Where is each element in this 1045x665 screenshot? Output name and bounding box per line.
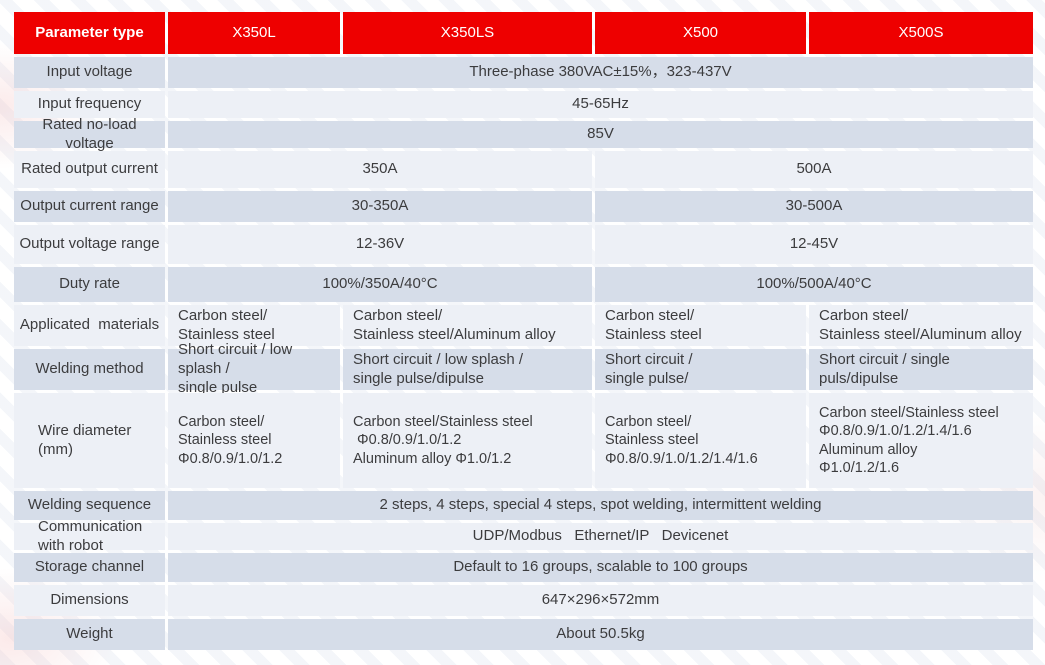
value-cell: 100%/350A/40°C bbox=[168, 267, 592, 302]
row-label-storage-channel: Storage channel bbox=[14, 553, 165, 582]
value-cell: 100%/500A/40°C bbox=[595, 267, 1033, 302]
header-cell-x500s: X500S bbox=[809, 12, 1033, 54]
value-cell: 45-65Hz bbox=[168, 91, 1033, 118]
value-cell: Three-phase 380VAC±15%，323-437V bbox=[168, 57, 1033, 88]
header-cell-x350l: X350L bbox=[168, 12, 340, 54]
value-cell: Default to 16 groups, scalable to 100 gr… bbox=[168, 553, 1033, 582]
header-cell-x500: X500 bbox=[595, 12, 806, 54]
header-cell-parameter-type: Parameter type bbox=[14, 12, 165, 54]
value-cell: 647×296×572mm bbox=[168, 585, 1033, 616]
row-label-weight: Weight bbox=[14, 619, 165, 650]
value-cell: 2 steps, 4 steps, special 4 steps, spot … bbox=[168, 491, 1033, 520]
value-cell: Carbon steel/ Stainless steel/Aluminum a… bbox=[343, 305, 592, 346]
row-label-wire-diameter: Wire diameter (mm) bbox=[14, 393, 165, 488]
row-label-welding-sequence: Welding sequence bbox=[14, 491, 165, 520]
value-cell: 85V bbox=[168, 121, 1033, 148]
value-cell: Carbon steel/Stainless steel Φ0.8/0.9/1.… bbox=[343, 393, 592, 488]
value-cell: 500A bbox=[595, 151, 1033, 188]
row-label-applicated-materials: Applicated materials bbox=[14, 305, 165, 346]
value-cell: 30-350A bbox=[168, 191, 592, 222]
value-cell: Carbon steel/ Stainless steel Φ0.8/0.9/1… bbox=[595, 393, 806, 488]
value-cell: About 50.5kg bbox=[168, 619, 1033, 650]
value-cell: Short circuit / single puls/dipulse bbox=[809, 349, 1033, 390]
row-label-input-frequency: Input frequency bbox=[14, 91, 165, 118]
spec-table: Parameter type X350L X350LS X500 X500S I… bbox=[14, 12, 1033, 650]
header-cell-x350ls: X350LS bbox=[343, 12, 592, 54]
row-label-output-voltage-range: Output voltage range bbox=[14, 225, 165, 264]
row-label-rated-no-load-voltage: Rated no-load voltage bbox=[14, 116, 165, 152]
row-label-welding-method: Welding method bbox=[14, 349, 165, 390]
value-cell: 12-45V bbox=[595, 225, 1033, 264]
value-cell: Carbon steel/ Stainless steel/Aluminum a… bbox=[809, 305, 1033, 346]
row-label-input-voltage: Input voltage bbox=[14, 57, 165, 88]
value-cell: Short circuit / single pulse/ bbox=[595, 349, 806, 390]
value-cell: 30-500A bbox=[595, 191, 1033, 222]
value-cell: Carbon steel/Stainless steel Φ0.8/0.9/1.… bbox=[809, 393, 1033, 488]
value-cell: Carbon steel/ Stainless steel bbox=[168, 305, 340, 346]
value-cell: 350A bbox=[168, 151, 592, 188]
row-label-rated-output-current: Rated output current bbox=[14, 151, 165, 188]
value-cell: Carbon steel/ Stainless steel Φ0.8/0.9/1… bbox=[168, 393, 340, 488]
row-label-duty-rate: Duty rate bbox=[14, 267, 165, 302]
value-cell: 12-36V bbox=[168, 225, 592, 264]
row-label-output-current-range: Output current range bbox=[14, 191, 165, 222]
value-cell: UDP/Modbus Ethernet/IP Devicenet bbox=[168, 523, 1033, 550]
row-label-dimensions: Dimensions bbox=[14, 585, 165, 616]
value-cell: Short circuit / low splash / single puls… bbox=[343, 349, 592, 390]
value-cell: Short circuit / low splash / single puls… bbox=[168, 341, 340, 396]
row-label-communication-with-robot: Communication with robot bbox=[14, 518, 165, 554]
value-cell: Carbon steel/ Stainless steel bbox=[595, 305, 806, 346]
